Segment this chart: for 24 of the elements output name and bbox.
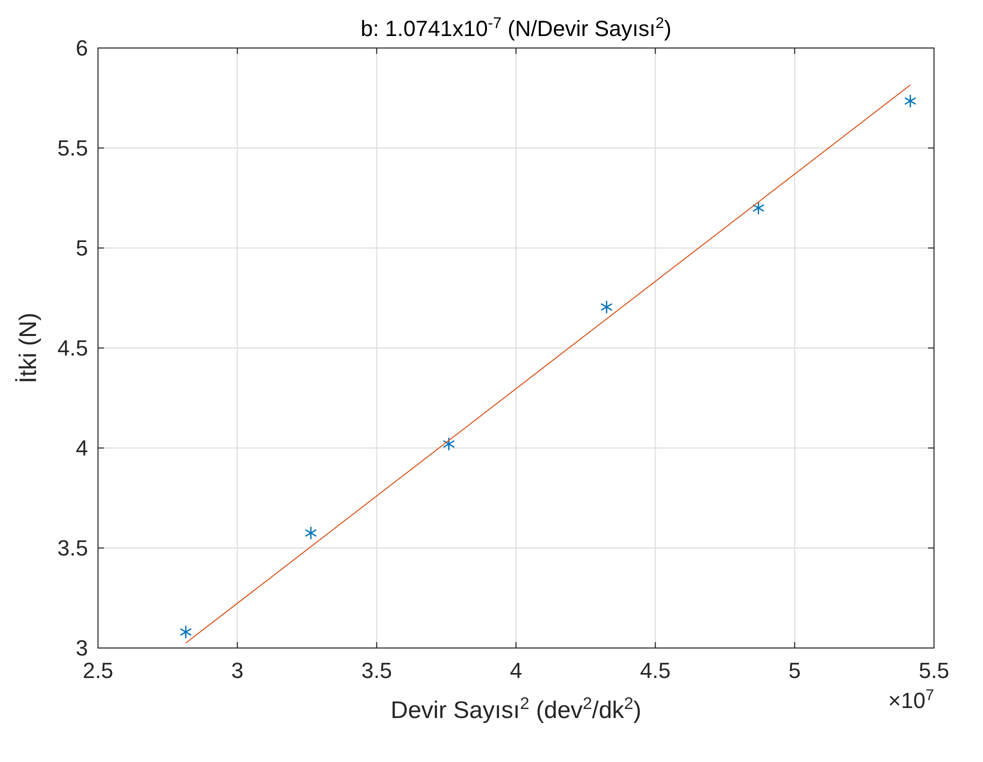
y-tick-label: 4.5 [57,336,88,361]
y-tick-label: 4 [76,436,88,461]
point [304,526,317,540]
point [904,94,916,108]
x-tick-label: 4.5 [640,658,671,683]
x-axis-title: Devir Sayısı$^{2}$ (dev$^{2}$/dk$^{2}$) [390,694,642,724]
y-tick-label: 3.5 [57,536,88,561]
point [442,437,455,451]
x-tick-label: 5.5 [918,658,950,683]
point [180,625,192,639]
y-tick-label: 5 [76,236,88,261]
x-tick-label: 3 [231,658,244,683]
y-tick-label: 3 [76,636,88,661]
text: ×10$^{7}$ [888,686,934,713]
x-tick-label: 4 [510,658,522,683]
chart-title: b: 1.0741x10$^{-7}$ (N/Devir Sayısı$^{2}$) [360,14,672,41]
x-tick-label: 5 [788,658,801,683]
point [752,201,765,215]
x-tick-label: 3.5 [361,658,392,683]
y-tick-label: 6 [76,36,88,61]
x-tick-label: 2.5 [82,658,114,683]
y-tick-label: 5.5 [57,136,88,161]
y-axis-title: İtki (N) [15,312,42,384]
point [600,300,613,314]
